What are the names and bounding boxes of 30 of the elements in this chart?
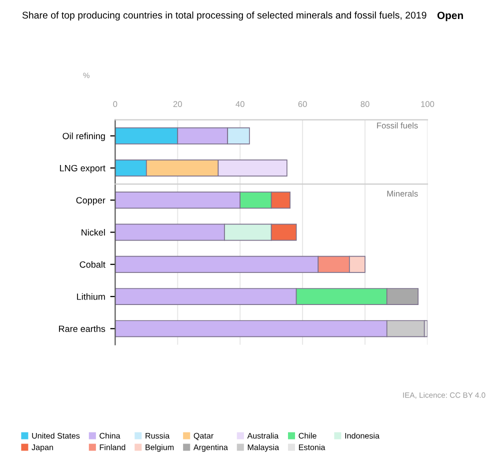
- x-tick-label: 60: [298, 101, 307, 108]
- legend-label: Malaysia: [248, 444, 280, 452]
- x-tick-label: 20: [173, 101, 182, 108]
- legend-label: Australia: [247, 432, 279, 439]
- legend-label: Qatar: [194, 432, 214, 440]
- annotation: Minerals: [387, 190, 418, 197]
- legend-label: Finland: [100, 444, 126, 450]
- annotation: Fossil fuels: [377, 122, 418, 128]
- legend-label: China: [100, 432, 120, 439]
- y-tick-label: Oil refining: [62, 132, 105, 142]
- text: Open: [437, 12, 463, 22]
- legend-label: Estonia: [299, 444, 326, 450]
- y-tick-label: Lithium: [77, 293, 105, 300]
- x-tick-label: 100: [421, 101, 434, 108]
- y-tick-label: LNG export: [60, 164, 106, 174]
- y-tick-label: Cobalt: [80, 261, 106, 268]
- y-tick-label: Copper: [76, 197, 106, 206]
- legend-label: Belgium: [146, 444, 174, 452]
- legend-label: Japan: [32, 444, 53, 452]
- x-tick-label: 0: [113, 101, 118, 108]
- legend-label: United States: [32, 432, 80, 439]
- x-tick-label: 80: [360, 101, 370, 108]
- legend-label: Chile: [298, 432, 316, 439]
- y-tick-label: Rare earths: [59, 325, 106, 332]
- legend-label: Argentina: [193, 444, 228, 452]
- chart-title: Share of top producing countries in total processing of selected minerals and fossil fuels, 2019: [22, 11, 426, 21]
- y-tick-label: Nickel: [82, 228, 105, 236]
- x-tick-label: 40: [236, 101, 244, 108]
- legend-label: Russia: [146, 432, 170, 439]
- legend-label: Indonesia: [345, 432, 380, 439]
